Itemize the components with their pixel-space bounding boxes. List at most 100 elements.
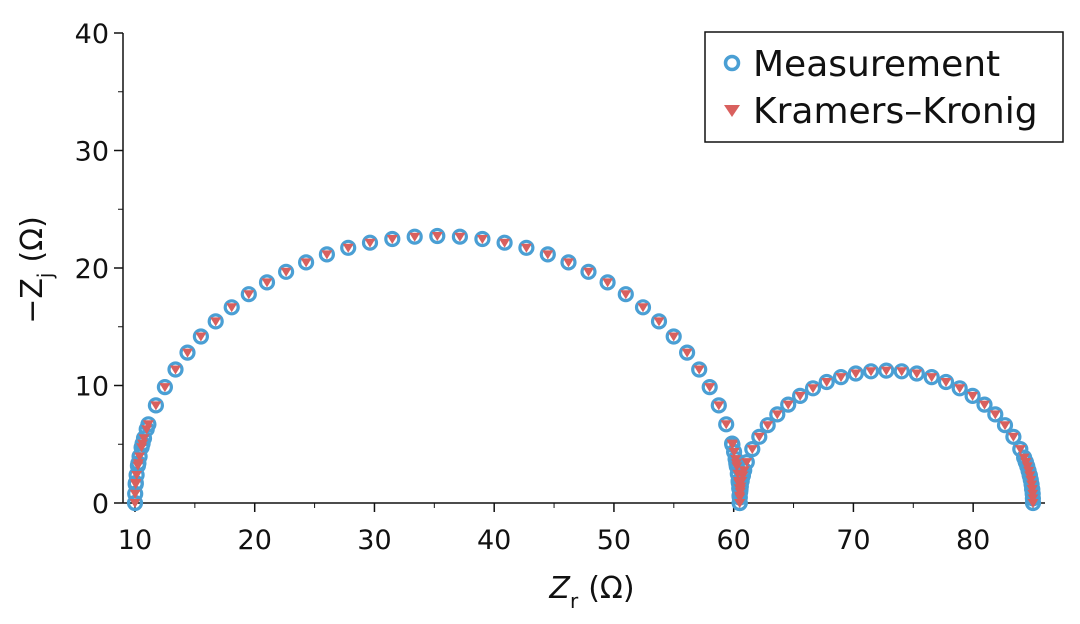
kramers-kronig-point xyxy=(132,461,144,471)
y-ticks: 0 10 20 30 40 xyxy=(75,19,123,520)
x-ticks: 10 20 30 40 50 60 70 80 xyxy=(118,503,1034,556)
measurement-point xyxy=(258,274,276,291)
measurement-point xyxy=(718,416,735,433)
kramers-kronig-point xyxy=(131,471,143,480)
kramers-kronig-point xyxy=(726,440,738,450)
y-tick-label: 10 xyxy=(75,372,109,403)
y-tick-label: 40 xyxy=(75,19,109,50)
kramers-kronig-point xyxy=(170,365,181,375)
kramers-kronig-point xyxy=(762,421,774,431)
measurement-point xyxy=(964,387,981,404)
measurement-point xyxy=(539,246,556,263)
measurement-point xyxy=(976,396,993,413)
kramers-kronig-point xyxy=(734,499,746,508)
kramers-kronig-point xyxy=(753,432,765,442)
y-tick-label: 20 xyxy=(75,254,109,285)
kramers-kronig-point xyxy=(850,369,862,379)
measurement-point xyxy=(832,369,850,386)
kramers-kronig-point xyxy=(926,373,938,383)
measurement-point xyxy=(384,230,401,248)
measurement-point xyxy=(429,227,446,245)
x-axis-label: Zr (Ω) xyxy=(548,571,634,613)
measurement-point xyxy=(665,328,682,345)
kramers-kronig-point xyxy=(911,369,923,379)
kramers-kronig-point xyxy=(1026,480,1038,490)
measurement-point xyxy=(451,228,468,245)
kramers-kronig-point xyxy=(704,383,716,393)
kramers-kronig-point xyxy=(653,317,665,327)
kramers-kronig-point xyxy=(999,421,1011,431)
kramers-kronig-point xyxy=(210,317,222,327)
kramers-kronig-point xyxy=(454,232,466,242)
measurement-point xyxy=(650,313,668,330)
measurement-point xyxy=(678,344,696,361)
kramers-kronig-point xyxy=(563,258,574,268)
legend-label-kramers-kronig: Kramers–Kronig xyxy=(753,91,1038,132)
measurement-point xyxy=(1005,428,1022,445)
measurement-point xyxy=(240,286,257,303)
y-tick-label: 0 xyxy=(92,489,109,520)
measurement-point xyxy=(791,387,809,404)
kramers-kronig-point xyxy=(342,243,354,253)
kramers-kronig-point xyxy=(735,482,747,492)
measurement-point xyxy=(223,299,240,316)
kramers-kronig-point xyxy=(409,232,421,242)
kramers-kronig-point xyxy=(499,238,511,248)
kramers-kronig-point xyxy=(1023,466,1035,476)
measurement-point xyxy=(937,373,955,391)
measurement-point xyxy=(701,379,718,396)
measurement-point xyxy=(496,234,513,251)
measurement-point xyxy=(951,380,968,397)
measurement-point xyxy=(744,441,761,458)
kramers-kronig-point xyxy=(771,410,783,420)
kramers-kronig-point xyxy=(637,303,649,313)
legend-marker-measurement xyxy=(723,54,741,72)
kramers-kronig-point xyxy=(736,477,748,486)
measurement-point xyxy=(818,373,835,391)
series-measurement xyxy=(126,227,1042,512)
kramers-kronig-point xyxy=(243,290,255,300)
kramers-kronig-point xyxy=(150,401,162,411)
kramers-kronig-point xyxy=(129,499,141,508)
kramers-kronig-point xyxy=(520,243,532,253)
measurement-point xyxy=(361,234,379,251)
legend: Measurement Kramers–Kronig xyxy=(704,31,1064,143)
measurement-point xyxy=(207,313,224,330)
kramers-kronig-point xyxy=(746,445,758,455)
kramers-kronig-point xyxy=(280,267,292,277)
x-tick-label: 40 xyxy=(477,525,511,556)
kramers-kronig-point xyxy=(364,238,376,248)
measurement-point xyxy=(908,365,925,382)
kramers-kronig-point xyxy=(1018,453,1030,463)
measurement-point xyxy=(759,417,776,434)
measurement-point xyxy=(406,228,423,245)
kramers-kronig-point xyxy=(136,443,148,453)
kramers-kronig-point xyxy=(794,391,806,401)
kramers-kronig-point xyxy=(602,278,614,288)
kramers-kronig-point xyxy=(321,250,333,260)
kramers-kronig-point xyxy=(1026,485,1038,495)
measurement-point xyxy=(474,230,491,248)
kramers-kronig-point xyxy=(1027,489,1039,499)
kramers-kronig-point xyxy=(1025,475,1037,485)
kramers-kronig-point xyxy=(865,367,877,377)
measurement-point xyxy=(878,362,895,379)
kramers-kronig-point xyxy=(989,410,1001,420)
kramers-kronig-point xyxy=(713,401,725,411)
kramers-kronig-point xyxy=(1027,499,1039,508)
measurement-point xyxy=(298,254,315,271)
kramers-kronig-point xyxy=(130,480,142,490)
kramers-kronig-point xyxy=(681,348,693,358)
kramers-kronig-point xyxy=(693,365,705,375)
measurement-point xyxy=(318,246,335,263)
x-tick-label: 10 xyxy=(118,525,152,556)
kramers-kronig-point xyxy=(620,290,632,300)
kramers-kronig-point xyxy=(142,420,154,430)
legend-label-measurement: Measurement xyxy=(753,44,1000,85)
kramers-kronig-point xyxy=(1007,432,1019,442)
x-tick-label: 60 xyxy=(716,525,750,556)
kramers-kronig-point xyxy=(738,466,750,476)
series-kramers-kronig xyxy=(129,232,1039,508)
kramers-kronig-point xyxy=(821,378,833,387)
